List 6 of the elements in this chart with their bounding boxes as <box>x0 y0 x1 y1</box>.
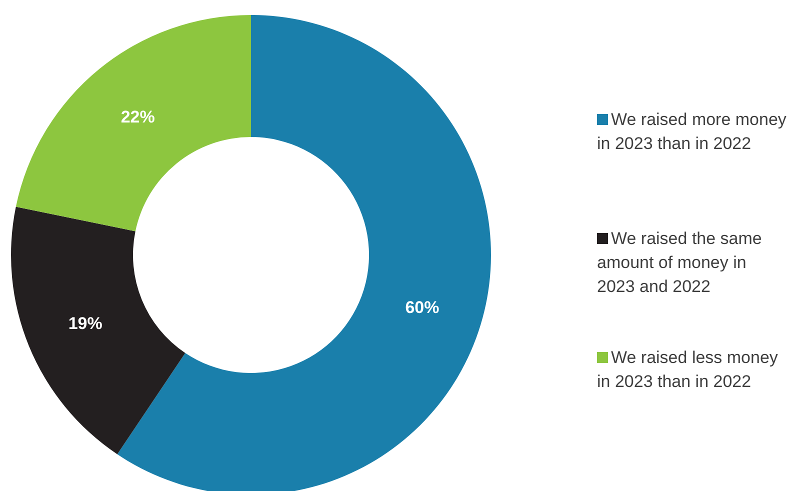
legend-label: We raised more money in 2023 than in 2022 <box>597 110 787 153</box>
legend-label: We raised less money in 2023 than in 2022 <box>597 348 778 391</box>
legend-label: We raised the same amount of money in 2023 and 2022 <box>597 229 762 296</box>
data-label: 60% <box>405 298 440 318</box>
data-label: 22% <box>120 107 155 126</box>
data-label: 19% <box>68 314 102 333</box>
